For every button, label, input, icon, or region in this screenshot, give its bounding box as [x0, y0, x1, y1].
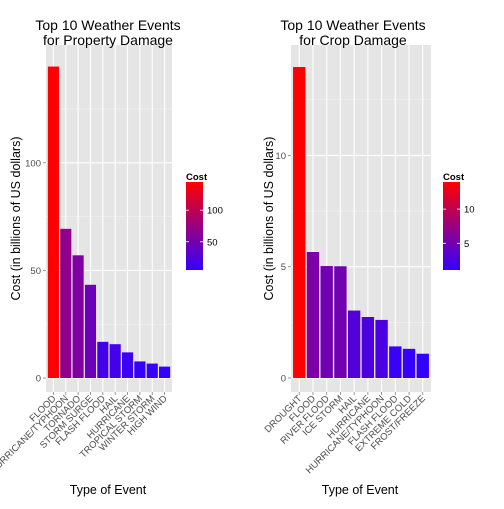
bar-flash-flood — [389, 346, 402, 378]
bar-flash-flood — [97, 341, 109, 378]
chart-title: Top 10 Weather Events — [35, 17, 180, 33]
bar-frost-freeze — [416, 353, 429, 378]
bar-flood — [47, 66, 59, 378]
y-axis-label: Cost (in billions of US dollars) — [262, 137, 276, 301]
bar-winter-storm — [146, 363, 158, 378]
property-damage-chart: 050100FLOODHURRICANE/TYPHOONTORNADOSTORM… — [0, 17, 223, 497]
chart-title: Top 10 Weather Events — [280, 17, 425, 33]
bar-drought — [293, 67, 306, 378]
chart-title: for Crop Damage — [299, 32, 407, 48]
bar-river-flood — [320, 266, 333, 378]
x-axis-label: Type of Event — [70, 483, 147, 497]
bar-hail — [347, 310, 361, 378]
y-tick-label: 0 — [281, 374, 286, 385]
y-tick-label: 0 — [36, 374, 41, 385]
legend-tick-label: 10 — [464, 205, 475, 216]
bar-ice-storm — [334, 266, 347, 378]
bar-hurricane — [121, 352, 134, 378]
legend-tick-label: 50 — [207, 237, 218, 248]
bar-hurricane — [361, 317, 375, 378]
legend-title: Cost — [443, 172, 465, 183]
chart-title: for Property Damage — [43, 32, 173, 48]
y-tick-label: 100 — [25, 158, 41, 169]
bar-tornado — [72, 255, 84, 378]
legend-title: Cost — [186, 172, 208, 183]
bar-high-wind — [159, 366, 171, 378]
bar-tropical-storm — [134, 361, 146, 378]
y-axis-label: Cost (in billions of US dollars) — [9, 137, 23, 301]
bar-hurricane-typhoon — [60, 228, 72, 378]
legend-tick-label: 5 — [464, 239, 469, 250]
bar-storm-surge — [84, 284, 97, 378]
bar-flood — [306, 252, 320, 378]
legend-colorbar — [186, 182, 203, 270]
legend-colorbar — [443, 182, 460, 270]
bar-hail — [109, 344, 121, 378]
y-tick-label: 10 — [275, 151, 286, 162]
color-legend: Cost 50 100 — [186, 172, 223, 270]
y-tick-label: 5 — [281, 262, 286, 273]
color-legend: Cost 5 10 — [443, 172, 475, 270]
x-axis-label: Type of Event — [322, 483, 399, 497]
y-tick-label: 50 — [30, 266, 41, 277]
bar-hurricane-typhoon — [375, 319, 388, 378]
bar-extreme-cold — [402, 348, 416, 378]
legend-tick-label: 100 — [207, 206, 223, 217]
